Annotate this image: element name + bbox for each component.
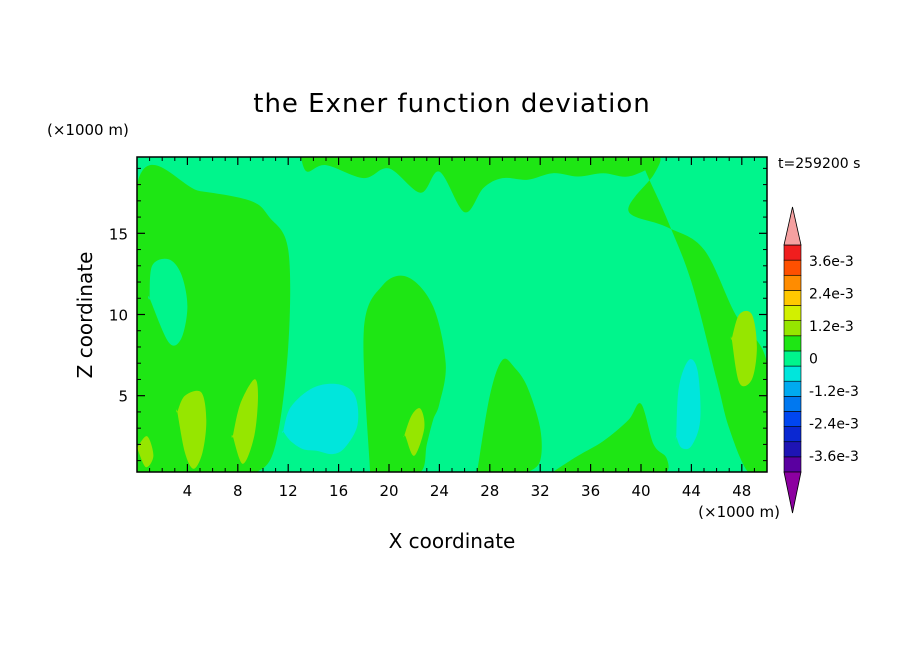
contour-region-6	[148, 258, 188, 346]
colorbar-band	[783, 259, 802, 276]
x-tick-label: 28	[480, 482, 499, 500]
colorbar-tick-label: -3.6e-3	[809, 449, 859, 465]
colorbar-tick-label: -2.4e-3	[809, 416, 859, 432]
y-tick-label: 15	[109, 225, 128, 243]
contour-region-11	[730, 310, 757, 387]
colorbar-band	[783, 274, 802, 291]
colorbar-tick-label: 0	[809, 352, 818, 368]
x-tick-label: 24	[430, 482, 449, 500]
contour-region-9	[137, 436, 154, 468]
colorbar-band	[783, 441, 802, 458]
x-tick-label: 12	[279, 482, 298, 500]
x-axis-title: X coordinate	[389, 529, 516, 553]
x-unit-label: (×1000 m)	[698, 503, 780, 521]
y-tick-label: 10	[109, 307, 128, 325]
contour-region-1	[300, 157, 658, 213]
contour-region-8	[231, 379, 258, 464]
x-tick-label: 4	[183, 482, 193, 500]
contour-region-0	[137, 164, 291, 472]
x-axis-ticks: 4 8 12 16 20 24 28 32 36 40 44 48	[149, 157, 755, 500]
y-tick-label: 5	[118, 388, 128, 406]
contour-region-12	[282, 383, 359, 455]
colorbar-band	[783, 426, 802, 443]
y-unit-label: (×1000 m)	[47, 121, 129, 139]
colorbar-band	[783, 350, 802, 367]
contour-region-5	[552, 403, 669, 472]
contour-region-2	[628, 157, 767, 472]
x-tick-label: 48	[732, 482, 751, 500]
contour-region-4	[477, 358, 542, 472]
contour-region-3	[363, 275, 446, 472]
colorbar-band	[783, 396, 802, 412]
colorbar-band	[783, 365, 802, 382]
colorbar-tick-label: 2.4e-3	[809, 287, 854, 303]
contour-region-13	[675, 359, 701, 450]
colorbar-under-triangle	[783, 471, 802, 514]
y-axis-ticks: 5 10 15	[109, 167, 767, 462]
colorbar-over-triangle	[783, 206, 802, 246]
contour-region-7	[176, 390, 207, 469]
colorbar: -3.6e-3 -2.4e-3 -1.2e-3 0 1.2e-3 2.4e-3 3.6e-3	[783, 206, 859, 514]
colorbar-band	[783, 456, 802, 473]
colorbar-band	[783, 380, 802, 397]
colorbar-band	[783, 290, 802, 306]
contour-regions	[137, 157, 767, 472]
colorbar-tick-label: 3.6e-3	[809, 254, 854, 270]
chart-title: the Exner function deviation	[253, 89, 651, 119]
x-tick-label: 36	[581, 482, 600, 500]
x-tick-label: 32	[531, 482, 550, 500]
x-tick-label: 16	[329, 482, 348, 500]
x-tick-label: 40	[631, 482, 650, 500]
colorbar-band	[783, 411, 802, 427]
x-tick-label: 8	[233, 482, 243, 500]
colorbar-band	[783, 305, 802, 321]
colorbar-band	[783, 320, 802, 337]
x-tick-label: 20	[379, 482, 398, 500]
x-tick-label: 44	[682, 482, 701, 500]
colorbar-tick-label: 1.2e-3	[809, 319, 854, 335]
contour-region-10	[403, 408, 425, 456]
colorbar-band	[783, 335, 802, 352]
colorbar-band	[783, 244, 802, 261]
y-axis-title: Z coordinate	[73, 252, 97, 379]
time-label: t=259200 s	[778, 156, 860, 172]
colorbar-tick-label: -1.2e-3	[809, 384, 859, 400]
